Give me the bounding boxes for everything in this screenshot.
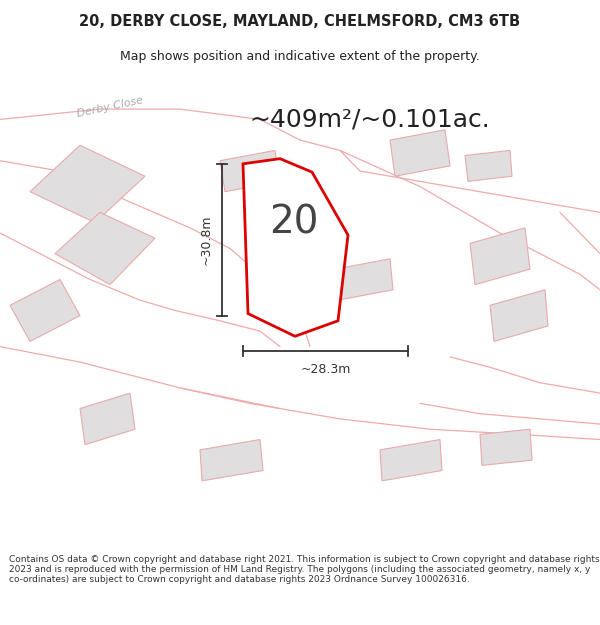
Polygon shape: [200, 439, 263, 481]
Polygon shape: [480, 429, 532, 466]
Text: Contains OS data © Crown copyright and database right 2021. This information is : Contains OS data © Crown copyright and d…: [9, 554, 599, 584]
Text: ~409m²/~0.101ac.: ~409m²/~0.101ac.: [250, 107, 490, 131]
Polygon shape: [490, 290, 548, 341]
Polygon shape: [80, 393, 135, 445]
Text: 20: 20: [269, 204, 318, 242]
Polygon shape: [243, 159, 348, 336]
Text: ~28.3m: ~28.3m: [301, 363, 350, 376]
Polygon shape: [335, 259, 393, 300]
Text: 20, DERBY CLOSE, MAYLAND, CHELMSFORD, CM3 6TB: 20, DERBY CLOSE, MAYLAND, CHELMSFORD, CM…: [79, 14, 521, 29]
Text: Map shows position and indicative extent of the property.: Map shows position and indicative extent…: [120, 50, 480, 62]
Polygon shape: [465, 151, 512, 181]
Polygon shape: [380, 439, 442, 481]
Polygon shape: [10, 279, 80, 341]
Polygon shape: [220, 151, 280, 192]
Polygon shape: [30, 145, 145, 222]
Text: Derby Close: Derby Close: [76, 95, 144, 119]
Polygon shape: [390, 130, 450, 176]
Polygon shape: [470, 228, 530, 284]
Polygon shape: [55, 213, 155, 284]
Text: ~30.8m: ~30.8m: [199, 214, 212, 265]
